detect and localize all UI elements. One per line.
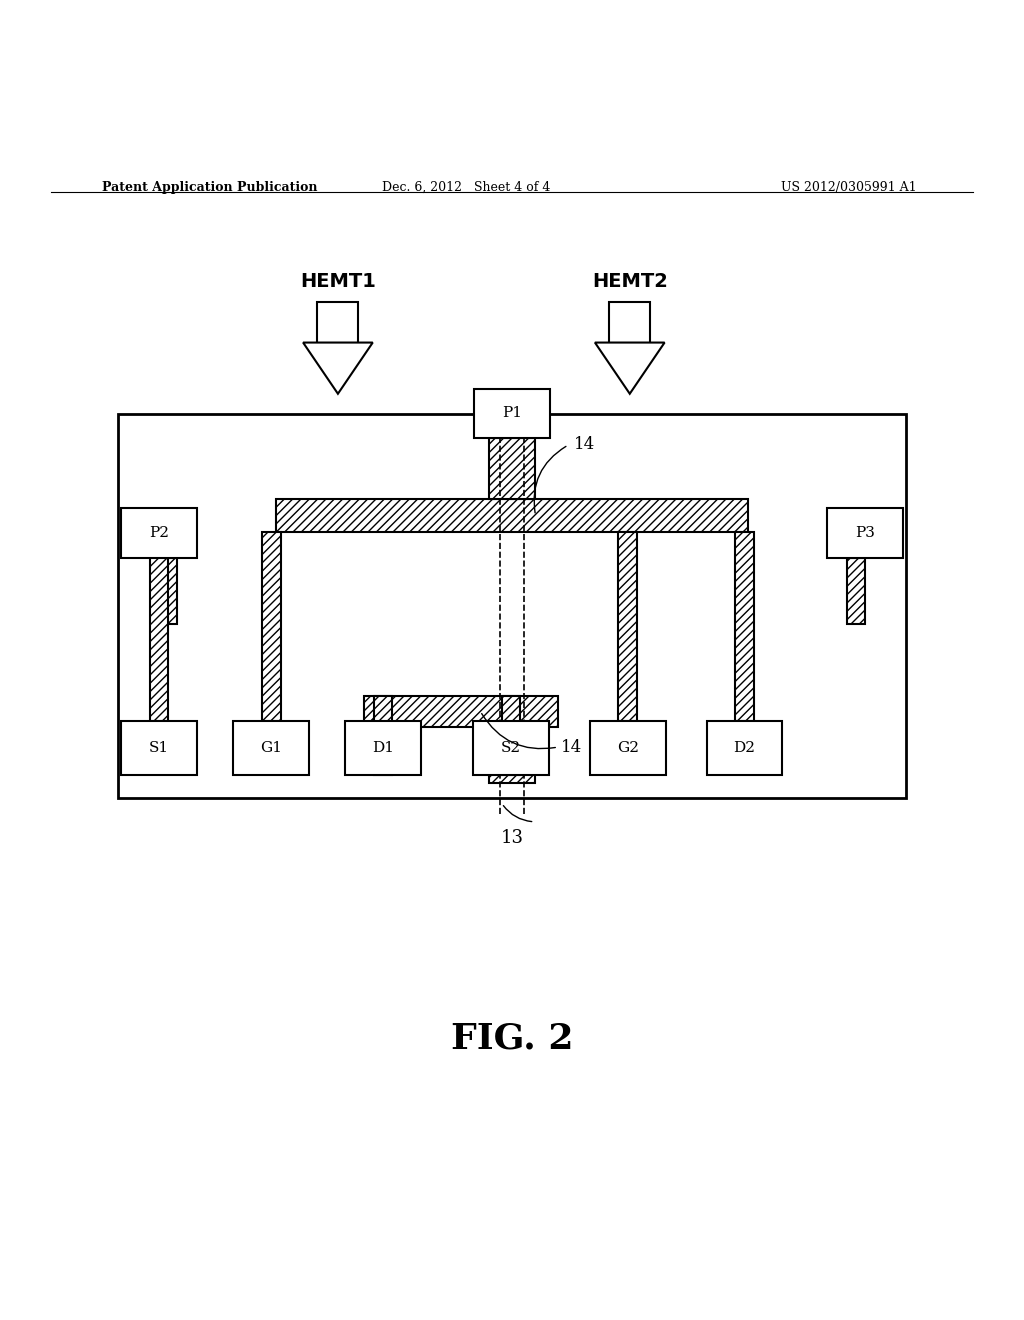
Bar	[489, 438, 535, 499]
Bar	[233, 722, 309, 775]
Bar	[827, 508, 903, 557]
Bar	[590, 722, 666, 775]
Bar	[317, 301, 358, 343]
Bar	[609, 301, 650, 343]
Bar	[364, 696, 558, 726]
Text: P1: P1	[502, 407, 522, 420]
Bar	[159, 557, 177, 624]
Bar	[618, 532, 637, 722]
Text: US 2012/0305991 A1: US 2012/0305991 A1	[781, 181, 916, 194]
Bar	[118, 414, 906, 799]
Text: G1: G1	[260, 741, 283, 755]
Text: HEMT2: HEMT2	[592, 272, 668, 292]
Text: S2: S2	[501, 741, 521, 755]
Text: D2: D2	[733, 741, 756, 755]
Bar	[276, 499, 748, 532]
Bar	[735, 532, 754, 722]
Text: HEMT1: HEMT1	[300, 272, 376, 292]
Text: D1: D1	[372, 741, 394, 755]
Bar	[121, 722, 197, 775]
Bar	[473, 722, 549, 775]
Polygon shape	[303, 343, 373, 393]
Bar	[374, 696, 392, 775]
Bar	[707, 722, 782, 775]
Text: P3: P3	[855, 527, 876, 540]
Bar	[502, 696, 520, 775]
Text: 13: 13	[501, 829, 523, 847]
Text: 14: 14	[561, 739, 583, 755]
Text: G2: G2	[616, 741, 639, 755]
Text: Patent Application Publication: Patent Application Publication	[102, 181, 317, 194]
Text: Dec. 6, 2012   Sheet 4 of 4: Dec. 6, 2012 Sheet 4 of 4	[382, 181, 550, 194]
Bar	[150, 532, 168, 722]
Text: 14: 14	[573, 437, 595, 454]
Bar	[262, 532, 281, 722]
Bar	[489, 726, 535, 783]
Bar	[847, 557, 865, 624]
Text: P2: P2	[148, 527, 169, 540]
Text: FIG. 2: FIG. 2	[451, 1022, 573, 1056]
Polygon shape	[595, 343, 665, 393]
Bar	[345, 722, 421, 775]
Bar	[474, 388, 550, 438]
Text: S1: S1	[148, 741, 169, 755]
Bar	[121, 508, 197, 557]
